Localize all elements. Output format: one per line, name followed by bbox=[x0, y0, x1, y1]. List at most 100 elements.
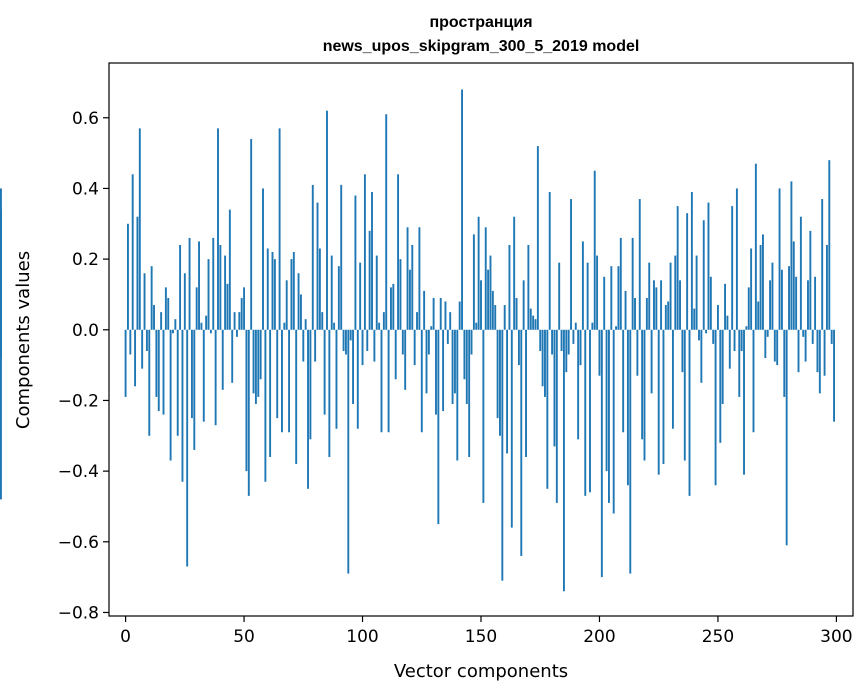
bar-31 bbox=[198, 241, 200, 330]
bar-1 bbox=[127, 223, 129, 330]
bar-269 bbox=[762, 234, 764, 330]
bar-217 bbox=[638, 199, 641, 330]
bar-272 bbox=[769, 280, 772, 330]
bar-48 bbox=[238, 312, 241, 330]
bar-19 bbox=[169, 329, 172, 461]
bar-102 bbox=[366, 329, 369, 351]
bar-295 bbox=[823, 329, 826, 376]
bar-149 bbox=[477, 216, 480, 330]
y-tick-label: 0.6 bbox=[72, 109, 99, 129]
bar-124 bbox=[418, 227, 421, 330]
bar-181 bbox=[553, 329, 556, 447]
bar-279 bbox=[785, 329, 788, 546]
bar-155 bbox=[491, 290, 494, 330]
bar-203 bbox=[605, 329, 608, 472]
bar-66 bbox=[281, 329, 283, 433]
bar-248 bbox=[712, 329, 715, 344]
bar-76 bbox=[304, 319, 307, 330]
bar-291 bbox=[814, 276, 817, 330]
bar-199 bbox=[596, 255, 599, 330]
bar-206 bbox=[612, 329, 615, 514]
bar-141 bbox=[458, 301, 461, 330]
bar-68 bbox=[285, 280, 288, 330]
y-axis-ticks: −0.8 −0.6 −0.4 −0.2 0.0 0.2 0.4 0.6 bbox=[58, 109, 109, 623]
bar-110 bbox=[385, 114, 388, 330]
bar-104 bbox=[371, 191, 373, 330]
bar-73 bbox=[297, 273, 300, 330]
bar-90 bbox=[337, 266, 340, 330]
bar-59 bbox=[264, 329, 267, 482]
bar-215 bbox=[634, 297, 636, 330]
bar-101 bbox=[363, 174, 366, 330]
bar-241 bbox=[695, 255, 698, 330]
bar-218 bbox=[641, 329, 644, 440]
bar-161 bbox=[506, 329, 509, 454]
bar-193 bbox=[581, 241, 584, 330]
y-tick-label: −0.6 bbox=[58, 533, 99, 553]
bar-16 bbox=[162, 329, 165, 415]
y-tick-label: 0.0 bbox=[72, 321, 99, 341]
bar-36 bbox=[209, 329, 212, 334]
bar-64 bbox=[276, 329, 279, 419]
bar-245 bbox=[705, 329, 708, 334]
chart-title: пространция bbox=[429, 14, 532, 31]
bar-146 bbox=[470, 329, 473, 355]
bar-273 bbox=[771, 262, 774, 330]
bar-40 bbox=[219, 244, 222, 330]
bar-226 bbox=[660, 280, 663, 330]
bar-168 bbox=[522, 280, 525, 330]
x-tick-label: 100 bbox=[346, 627, 378, 647]
bar-12 bbox=[153, 305, 155, 330]
bar-106 bbox=[375, 255, 378, 330]
bar-276 bbox=[778, 188, 781, 330]
bar-201 bbox=[600, 329, 603, 578]
bar-24 bbox=[181, 329, 184, 482]
bar-133 bbox=[439, 297, 442, 330]
bar-15 bbox=[160, 312, 163, 330]
bar-103 bbox=[368, 230, 371, 330]
bar-239 bbox=[690, 191, 693, 330]
bar-172 bbox=[532, 315, 535, 330]
bar-224 bbox=[655, 287, 658, 330]
bar-282 bbox=[792, 241, 795, 330]
bar-65 bbox=[278, 128, 281, 330]
bar-254 bbox=[726, 315, 729, 330]
bar-228 bbox=[664, 305, 667, 330]
bar-131 bbox=[435, 329, 437, 415]
bar-50 bbox=[243, 287, 246, 330]
bar-117 bbox=[401, 329, 404, 355]
bar-256 bbox=[731, 206, 734, 330]
bar-121 bbox=[411, 244, 414, 330]
bar-244 bbox=[702, 220, 705, 330]
bar-297 bbox=[828, 160, 831, 330]
y-tick-label: 0.4 bbox=[72, 179, 99, 199]
bar-274 bbox=[773, 329, 776, 362]
bar-207 bbox=[615, 326, 618, 330]
bar-23 bbox=[179, 244, 182, 330]
bar-135 bbox=[444, 301, 447, 330]
bar-undefined bbox=[0, 209, 2, 330]
bar-251 bbox=[719, 329, 722, 443]
bar-137 bbox=[449, 312, 452, 330]
bar-260 bbox=[740, 329, 743, 351]
bar-5 bbox=[136, 216, 139, 330]
bar-142 bbox=[461, 89, 463, 330]
bar-287 bbox=[804, 329, 807, 362]
bar-216 bbox=[636, 329, 639, 376]
bar-56 bbox=[257, 329, 260, 397]
bar-14 bbox=[157, 329, 160, 412]
bar-249 bbox=[714, 329, 717, 486]
bar-140 bbox=[456, 329, 459, 461]
bar-264 bbox=[750, 248, 753, 330]
bar-139 bbox=[453, 329, 456, 394]
bar-78 bbox=[309, 329, 312, 440]
bar-20 bbox=[172, 329, 174, 334]
bar-184 bbox=[560, 329, 563, 351]
bar-163 bbox=[510, 329, 513, 528]
bar-151 bbox=[482, 329, 485, 503]
bar-253 bbox=[724, 283, 726, 330]
bar-144 bbox=[465, 329, 468, 404]
bar-164 bbox=[513, 216, 516, 330]
bar-138 bbox=[451, 329, 454, 404]
bar-81 bbox=[316, 202, 319, 330]
